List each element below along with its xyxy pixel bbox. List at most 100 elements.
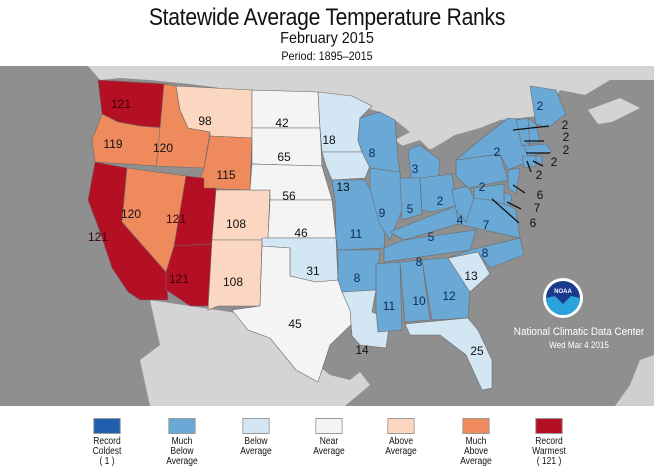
legend-item-record-warmest: Record Warmest( 121 ) [524, 418, 575, 467]
legend-label: Much [465, 436, 487, 447]
legend-item-above: Above Average [376, 418, 427, 457]
legend-swatch [535, 418, 563, 434]
map-period: Period: 1895–2015 [281, 49, 373, 63]
leader-line-ct [532, 160, 544, 167]
leader-line-ri [526, 160, 532, 173]
legend-label: Warmest [532, 446, 566, 457]
rank-label-ri: 2 [536, 168, 543, 182]
rank-label-ky: 5 [428, 230, 435, 244]
legend-item-much-above: Much Above Average [451, 418, 502, 467]
map-subtitle: February 2015 [280, 30, 374, 47]
leader-line-de [506, 201, 522, 210]
mexico-land [140, 300, 370, 406]
leader-line-nj [512, 184, 526, 194]
legend-swatch [387, 418, 415, 434]
map-title: Statewide Average Temperature Ranks [148, 4, 506, 31]
rank-label-in: 5 [407, 202, 414, 216]
rank-label-nm: 108 [223, 275, 243, 289]
rank-label-mt: 98 [198, 114, 212, 128]
rank-label-ks: 46 [294, 226, 308, 240]
leader-line-md [491, 198, 520, 224]
legend-label: Near [319, 436, 339, 447]
state-oh [419, 173, 457, 213]
legend-label: Average [240, 446, 272, 457]
labels-layer: 1211191211201209811512112110810842655646… [88, 97, 570, 358]
leader-line-vt [512, 125, 550, 131]
legend-label: Average [385, 446, 417, 457]
state-la [341, 289, 391, 349]
credit-date: Wed Mar 4 2015 [549, 340, 609, 350]
credit-org: National Climatic Data Center [513, 326, 645, 338]
legend-label: Average [460, 456, 492, 467]
rank-label-mi: 3 [412, 162, 419, 176]
rank-label-sd: 65 [277, 150, 291, 164]
us-choropleth-map: 1211191211201209811512112110810842655646… [0, 66, 654, 406]
rank-label-ct: 2 [551, 155, 558, 169]
rank-label-ca: 121 [88, 230, 108, 244]
rank-label-nj: 6 [537, 188, 544, 202]
state-ri [535, 155, 543, 165]
rank-label-il: 9 [379, 206, 386, 220]
rank-label-ms: 11 [383, 299, 396, 313]
legend-item-near: Near Average [304, 418, 355, 457]
rank-label-az: 121 [169, 272, 189, 286]
rank-label-co: 108 [226, 217, 246, 231]
legend-item-below: Below Average [231, 418, 282, 457]
states-layer [87, 79, 567, 391]
noaa-logo-icon: NOAA [543, 278, 583, 318]
legend-item-record-coldest: Record Coldest( 1 ) [82, 418, 133, 467]
rank-label-tx: 45 [288, 317, 302, 331]
rank-label-or: 119 [103, 137, 122, 151]
state-nh [527, 117, 541, 145]
legend-swatch [315, 418, 343, 434]
rank-label-wv: 4 [457, 213, 464, 227]
rank-label-oh: 2 [437, 194, 444, 208]
rank-label-ok: 31 [306, 264, 320, 278]
legend-swatch [242, 418, 270, 434]
state-in [399, 177, 423, 221]
legend-label: Record [535, 436, 563, 447]
state-md [473, 183, 505, 205]
legend-label: Much [171, 436, 193, 447]
state-wv [451, 185, 475, 223]
lake-michigan [395, 140, 410, 186]
legend-label: Above [388, 436, 414, 447]
state-fl [404, 317, 493, 391]
legend-label: Coldest [92, 446, 122, 457]
legend-label: Average [166, 456, 198, 467]
rank-label-id: 120 [153, 141, 173, 155]
rank-label-al: 10 [412, 294, 426, 308]
rank-label-wa: 121 [111, 97, 131, 111]
noaa-logo-text: NOAA [554, 289, 572, 295]
rank-label-tn: 8 [416, 255, 423, 269]
nova-scotia-land [588, 98, 640, 124]
leader-lines-layer [491, 125, 550, 224]
state-me [529, 85, 567, 129]
state-ms [375, 261, 403, 333]
state-nm [207, 239, 263, 311]
rank-label-ga: 12 [442, 289, 456, 303]
rank-label-pa: 2 [479, 180, 486, 194]
legend-swatch [93, 418, 121, 434]
rank-label-nd: 42 [275, 116, 289, 130]
state-co [211, 189, 271, 241]
legend-label: Record [93, 436, 121, 447]
rank-label-md: 6 [530, 216, 537, 230]
caribbean-land [615, 355, 654, 406]
state-ct [521, 155, 537, 169]
rank-label-ar: 8 [354, 271, 361, 285]
rank-label-mn: 18 [322, 133, 336, 147]
rank-label-la: 14 [355, 343, 369, 357]
rank-label-ut: 121 [166, 212, 186, 226]
legend: Record Coldest( 1 ) Much Below Average Below A… [0, 418, 654, 470]
legend-label: ( 121 ) [536, 456, 562, 467]
legend-swatch [168, 418, 196, 434]
legend-label: Below [170, 446, 194, 457]
state-tn [383, 229, 477, 263]
state-wy [195, 135, 253, 191]
rank-label-ny: 2 [494, 145, 501, 159]
rank-label-va: 7 [483, 218, 490, 232]
rank-label-fl: 25 [470, 344, 484, 358]
canada-land [88, 66, 654, 150]
rank-label-nc: 8 [482, 246, 489, 260]
